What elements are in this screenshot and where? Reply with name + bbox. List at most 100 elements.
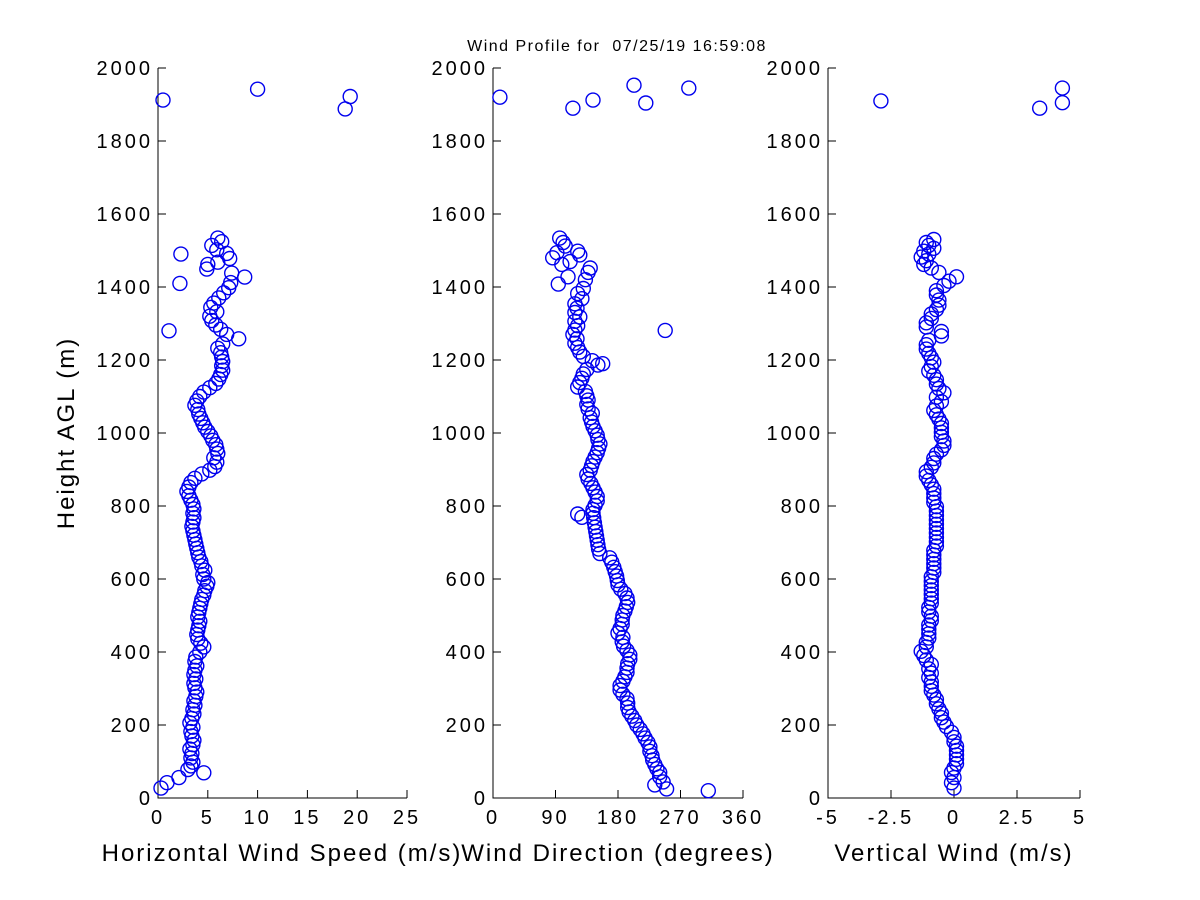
y-tick-label: 800 [111,496,153,518]
data-point [918,253,934,269]
y-tick-label: 1800 [432,131,489,153]
data-point [575,348,591,365]
data-point [655,774,671,790]
data-point [918,468,934,484]
data-point [941,273,957,289]
data-point [873,93,889,109]
data-point [700,783,716,799]
data-point [200,574,216,591]
data-point [632,721,648,738]
data-point [572,309,588,325]
data-point [249,81,266,97]
data-points [153,81,358,796]
data-point [926,450,942,467]
data-point [615,686,631,702]
data-point [584,353,600,369]
y-tick-label: 1400 [432,277,489,299]
axes-spine [827,68,1080,799]
data-point [585,92,601,108]
data-point [567,322,583,338]
data-point [928,389,945,405]
data-point [492,89,508,105]
data-point [926,481,942,497]
data-point [626,77,642,93]
data-point [642,743,658,759]
data-point [923,310,939,327]
x-tick-label: 0 [486,807,500,829]
data-point [933,428,950,445]
data-point [657,322,673,339]
data-point [923,678,939,694]
data-point [213,233,230,250]
data-point [208,317,224,333]
data-point [161,323,177,339]
data-point [652,764,668,781]
y-tick-label: 800 [446,496,488,518]
x-tick-label: 2.5 [999,807,1036,829]
data-point [196,639,212,655]
data-point [212,345,229,361]
data-point [189,393,205,409]
data-point [923,306,939,322]
x-tick-label: 180 [597,807,639,829]
data-point [933,420,950,436]
data-point [923,591,939,607]
subplot-horizontal-wind-speed: 0 200 400 600 800 1000 1200 1400 1600 1800 2000 0 5 1… [97,58,419,829]
data-point [948,756,965,772]
data-point [550,276,566,292]
data-point [620,699,636,716]
data-point [574,291,590,307]
data-point [222,274,239,291]
x-tick-label: 360 [722,807,764,829]
data-point [560,269,576,285]
data-point [928,696,945,712]
data-point [579,466,595,483]
data-point [183,474,199,491]
data-point [565,100,581,116]
y-tick-label: 1200 [97,350,154,372]
y-tick-label: 1600 [97,204,154,226]
y-tick-label: 2000 [432,58,489,80]
data-point [223,265,240,281]
data-point [624,708,640,724]
data-point [923,665,939,681]
data-point [214,336,231,352]
data-point [918,464,934,480]
data-point [928,398,945,414]
data-point [926,367,942,383]
y-tick-label: 800 [781,496,823,518]
data-point [936,277,952,294]
data-point [193,635,209,651]
data-point [210,254,226,270]
data-point [928,525,945,541]
subplot-wind-direction: 0 200 400 600 800 1000 1200 1400 1600 1800 2000 0 90… [432,58,764,829]
data-point [918,234,934,251]
data-point [926,455,942,471]
data-point [210,230,226,246]
data-point [236,269,253,285]
data-point [928,534,945,550]
data-point [923,477,939,493]
data-point [918,337,934,353]
data-point [921,617,937,633]
data-point [595,356,611,372]
data-point [918,652,934,668]
data-point [933,328,950,344]
data-point [342,88,358,105]
data-point [928,512,945,528]
data-point [203,428,219,444]
data-point [206,295,222,311]
x-tick-label: 0 [947,807,961,829]
data-point [173,246,189,262]
data-point [926,564,942,581]
data-point [208,437,224,453]
data-point [933,415,950,432]
data-point [933,710,950,726]
data-point [923,459,939,475]
y-tick-label: 400 [446,642,488,664]
data-point [928,407,945,423]
data-point [557,238,573,254]
x-tick-label: 0 [151,807,165,829]
data-point [931,297,947,313]
